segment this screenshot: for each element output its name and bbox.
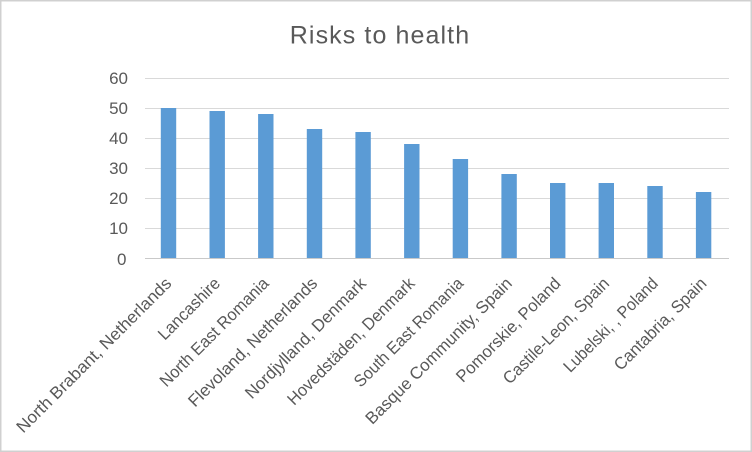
svg-text:Risks to health: Risks to health: [290, 22, 470, 50]
svg-text:30: 30: [109, 159, 128, 178]
svg-text:40: 40: [109, 129, 128, 148]
svg-text:60: 60: [109, 69, 128, 88]
svg-text:10: 10: [109, 219, 128, 238]
svg-text:50: 50: [109, 99, 128, 118]
svg-text:20: 20: [109, 189, 128, 208]
svg-text:0: 0: [117, 250, 126, 269]
